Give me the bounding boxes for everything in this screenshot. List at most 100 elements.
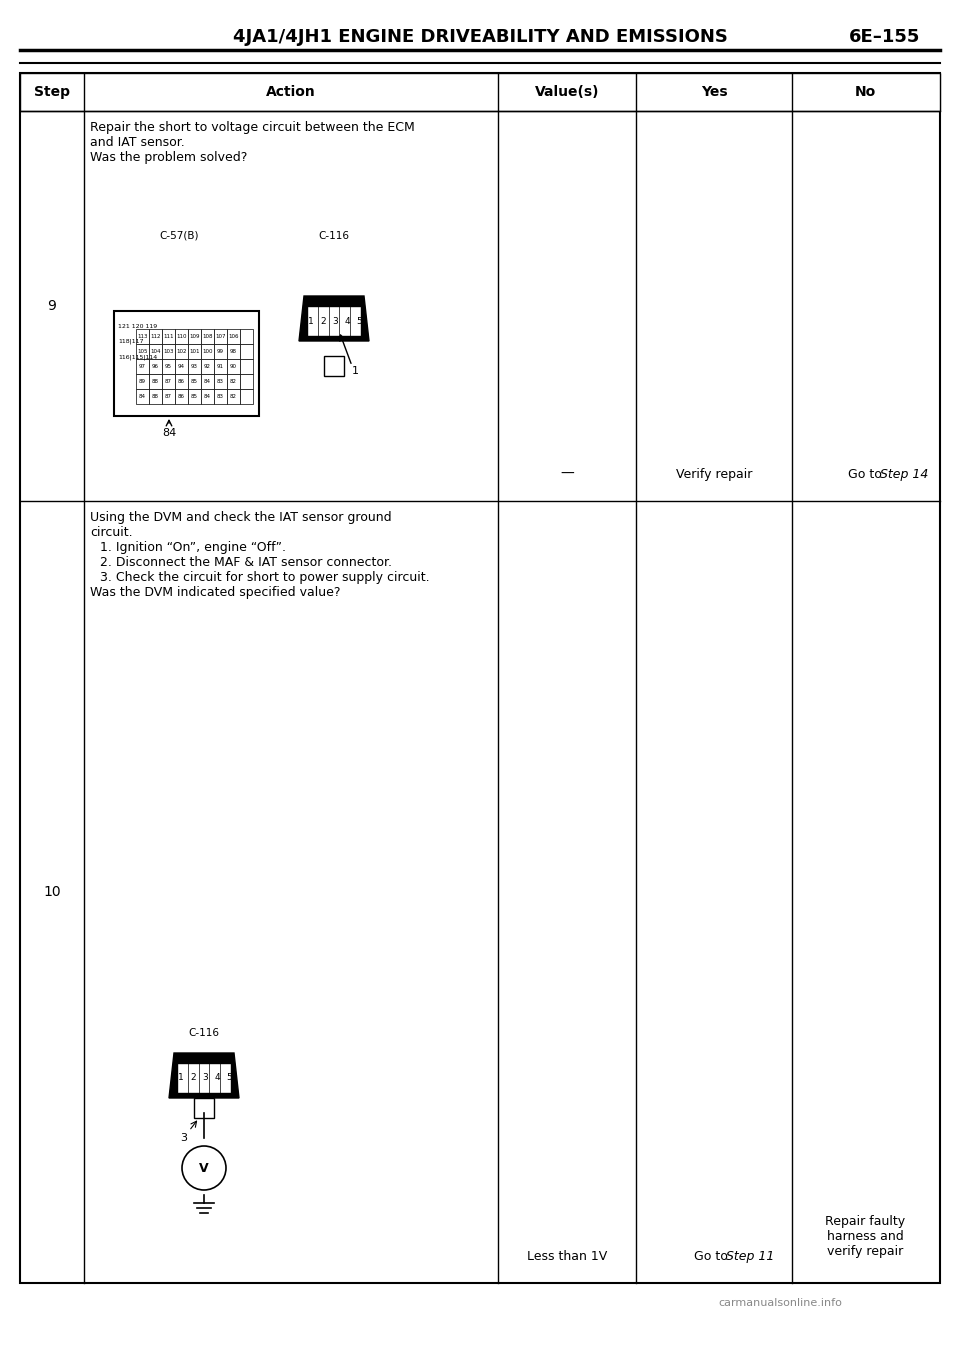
Bar: [240, 388, 253, 403]
Bar: [188, 373, 201, 388]
Bar: [149, 359, 162, 373]
Text: Yes: Yes: [701, 86, 728, 99]
Bar: [240, 329, 253, 344]
Text: 105: 105: [137, 349, 148, 354]
Bar: [136, 344, 149, 359]
Polygon shape: [169, 1052, 239, 1099]
Text: Step: Step: [34, 86, 70, 99]
Bar: [214, 359, 227, 373]
Text: 102: 102: [177, 349, 187, 354]
Text: 2: 2: [321, 316, 325, 326]
Text: 86: 86: [178, 379, 185, 384]
Text: Was the DVM indicated specified value?: Was the DVM indicated specified value?: [90, 587, 341, 599]
Text: 4JA1/4JH1 ENGINE DRIVEABILITY AND EMISSIONS: 4JA1/4JH1 ENGINE DRIVEABILITY AND EMISSI…: [232, 29, 728, 46]
Bar: [201, 359, 214, 373]
Bar: [149, 373, 162, 388]
Text: 88: 88: [152, 379, 159, 384]
Text: Was the problem solved?: Was the problem solved?: [90, 151, 248, 164]
Text: 4: 4: [345, 316, 349, 326]
Text: 93: 93: [191, 364, 198, 369]
Text: 109: 109: [189, 334, 200, 340]
Bar: [188, 344, 201, 359]
Text: Value(s): Value(s): [535, 86, 599, 99]
Bar: [188, 388, 201, 403]
Text: 84: 84: [204, 394, 211, 399]
Bar: [162, 344, 175, 359]
Text: 113: 113: [137, 334, 148, 340]
Text: 121 120 119: 121 120 119: [118, 325, 157, 329]
Text: Repair faulty: Repair faulty: [826, 1215, 905, 1228]
Text: 83: 83: [217, 379, 224, 384]
Text: 106: 106: [228, 334, 239, 340]
Bar: [149, 329, 162, 344]
Text: No: No: [854, 86, 876, 99]
Bar: [114, 311, 259, 416]
Text: 95: 95: [165, 364, 172, 369]
Bar: [162, 388, 175, 403]
Text: Repair the short to voltage circuit between the ECM: Repair the short to voltage circuit betw…: [90, 121, 415, 134]
Text: 87: 87: [165, 394, 172, 399]
Text: 103: 103: [163, 349, 174, 354]
Text: C-57(B): C-57(B): [159, 231, 199, 240]
Text: 1: 1: [179, 1074, 184, 1082]
Text: 82: 82: [230, 379, 237, 384]
Text: 97: 97: [139, 364, 146, 369]
Text: 1: 1: [352, 367, 359, 376]
Text: 94: 94: [178, 364, 185, 369]
Text: Step 14: Step 14: [879, 469, 928, 481]
Bar: [307, 306, 361, 335]
Bar: [136, 373, 149, 388]
Bar: [177, 1063, 231, 1093]
Bar: [162, 329, 175, 344]
Bar: [136, 329, 149, 344]
Text: —: —: [560, 467, 574, 481]
Bar: [324, 356, 344, 376]
Bar: [240, 373, 253, 388]
Text: 100: 100: [203, 349, 213, 354]
Text: 3. Check the circuit for short to power supply circuit.: 3. Check the circuit for short to power …: [100, 570, 430, 584]
Bar: [214, 388, 227, 403]
Bar: [214, 373, 227, 388]
Text: Using the DVM and check the IAT sensor ground: Using the DVM and check the IAT sensor g…: [90, 511, 392, 524]
Text: 82: 82: [230, 394, 237, 399]
Polygon shape: [299, 296, 369, 341]
Text: and IAT sensor.: and IAT sensor.: [90, 136, 184, 149]
Text: 9: 9: [48, 299, 57, 312]
Text: 111: 111: [163, 334, 174, 340]
Text: 89: 89: [139, 379, 146, 384]
Bar: [175, 344, 188, 359]
Bar: [175, 373, 188, 388]
Bar: [201, 388, 214, 403]
Text: 112: 112: [151, 334, 160, 340]
Text: 110: 110: [177, 334, 187, 340]
Text: 5: 5: [356, 316, 362, 326]
Bar: [149, 344, 162, 359]
Bar: [227, 344, 240, 359]
Text: 88: 88: [152, 394, 159, 399]
Text: 85: 85: [191, 379, 198, 384]
Text: 104: 104: [151, 349, 160, 354]
Text: 96: 96: [152, 364, 159, 369]
Bar: [201, 344, 214, 359]
Bar: [201, 329, 214, 344]
Bar: [162, 359, 175, 373]
Text: 92: 92: [204, 364, 211, 369]
Text: 84: 84: [204, 379, 211, 384]
Text: 2: 2: [190, 1074, 196, 1082]
Bar: [201, 373, 214, 388]
Text: 83: 83: [217, 394, 224, 399]
Bar: [240, 359, 253, 373]
Bar: [20, 73, 940, 111]
Text: Less than 1V: Less than 1V: [527, 1249, 607, 1263]
Bar: [214, 344, 227, 359]
Bar: [227, 388, 240, 403]
Bar: [175, 329, 188, 344]
Text: 85: 85: [191, 394, 198, 399]
Bar: [227, 329, 240, 344]
Text: Verify repair: Verify repair: [676, 469, 753, 481]
Text: 3: 3: [180, 1133, 187, 1143]
Text: 1: 1: [308, 316, 314, 326]
Text: 1. Ignition “On”, engine “Off”.: 1. Ignition “On”, engine “Off”.: [100, 540, 286, 554]
Text: 99: 99: [217, 349, 224, 354]
Bar: [188, 359, 201, 373]
